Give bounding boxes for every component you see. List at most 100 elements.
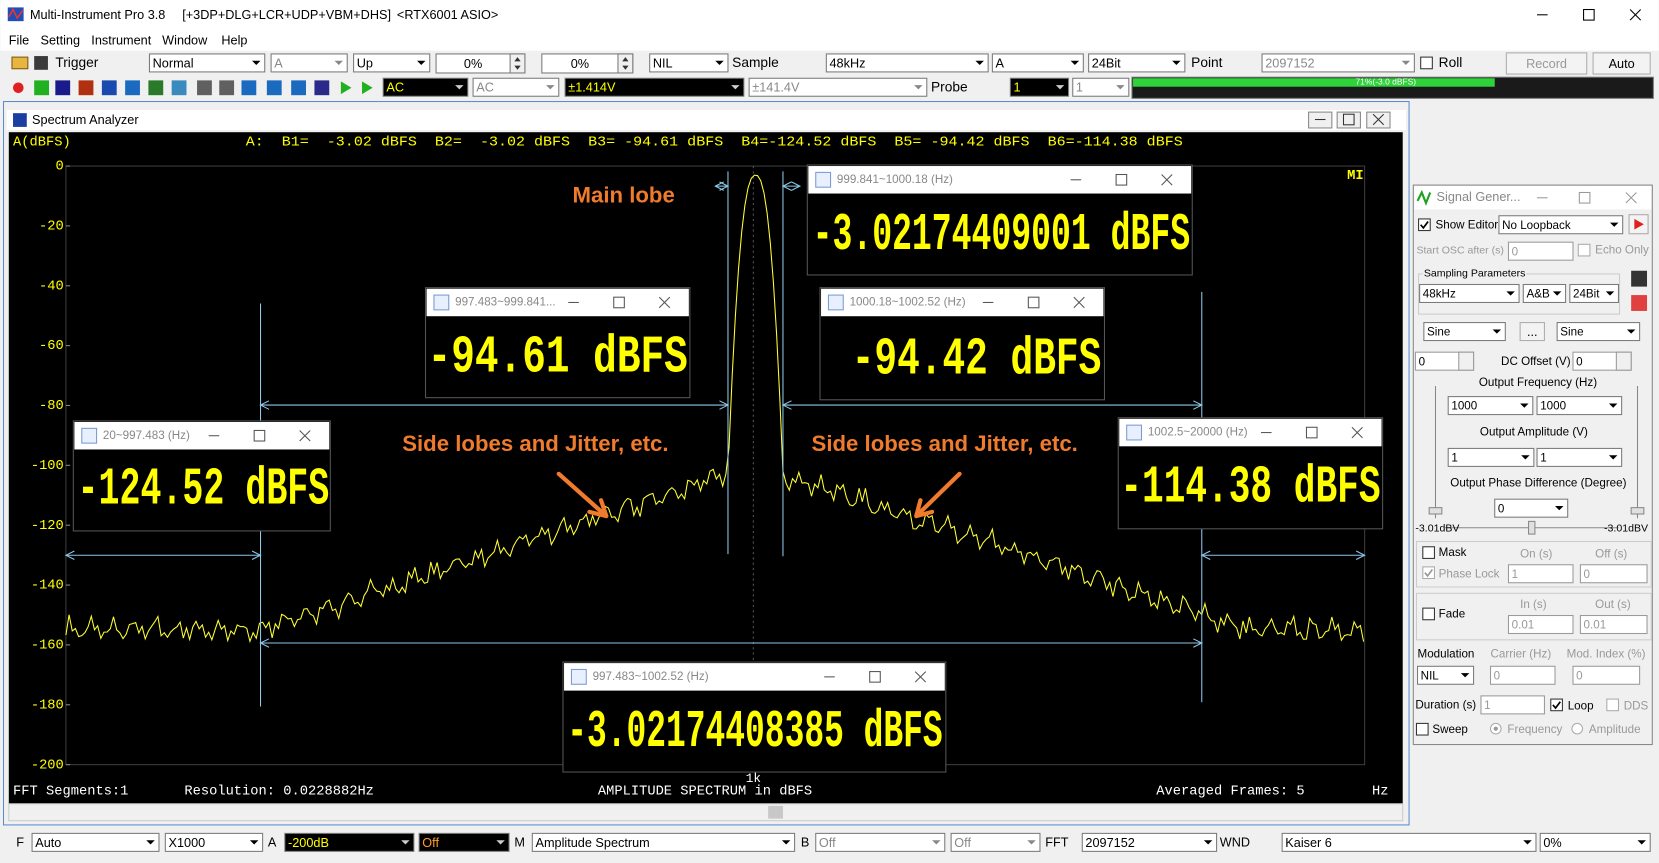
dropdown[interactable] [950, 832, 1041, 852]
close-button[interactable] [299, 430, 311, 442]
dropdown-value[interactable]: 1 [1451, 452, 1457, 465]
close-button[interactable] [914, 671, 927, 683]
dropdown[interactable] [353, 53, 431, 73]
dropdown[interactable] [1419, 283, 1520, 304]
dropdown-value[interactable]: Off [422, 836, 439, 850]
record-icon[interactable] [13, 82, 24, 94]
dropdown[interactable] [991, 53, 1084, 73]
play-icon[interactable] [340, 81, 352, 95]
slider-thumb[interactable] [1630, 507, 1645, 515]
dropdown-value[interactable]: Off [819, 836, 836, 850]
dropdown-value[interactable]: AC [386, 81, 404, 95]
dropdown[interactable] [748, 77, 928, 97]
checkbox[interactable] [1422, 607, 1435, 621]
checkbox[interactable] [1606, 698, 1619, 712]
button-label[interactable]: Auto [1609, 57, 1635, 71]
dropdown-value[interactable]: NIL [1421, 669, 1440, 682]
dropdown-value[interactable]: A [996, 56, 1005, 70]
dropdown[interactable] [1494, 498, 1569, 518]
text-input[interactable] [1507, 614, 1574, 635]
maximize-button[interactable] [1305, 426, 1318, 439]
dropdown[interactable] [382, 77, 469, 97]
dropdown-value[interactable]: 1000 [1540, 400, 1566, 413]
dropdown[interactable] [1261, 53, 1415, 73]
dropdown[interactable] [1423, 322, 1506, 342]
tool-icon[interactable] [266, 80, 282, 96]
dropdown[interactable] [1539, 832, 1651, 852]
dropdown-value[interactable]: No Loopback [1502, 219, 1571, 232]
text-input[interactable] [1572, 665, 1641, 685]
step-icon[interactable] [362, 81, 373, 95]
dropdown[interactable] [284, 832, 415, 852]
text-input[interactable] [1489, 665, 1556, 685]
tool-icon[interactable] [291, 80, 306, 96]
dropdown[interactable] [1556, 322, 1641, 342]
spin-button[interactable] [617, 53, 634, 74]
dropdown-value[interactable]: 1 [1076, 81, 1083, 95]
dropdown[interactable] [825, 53, 989, 73]
dropdown[interactable] [1088, 53, 1186, 73]
maximize-button[interactable] [1583, 8, 1595, 21]
dropdown-value[interactable]: 1 [1540, 452, 1546, 465]
slider-thumb[interactable] [1428, 507, 1443, 515]
dropdown[interactable] [31, 832, 160, 852]
input-value[interactable]: 0 [1576, 669, 1583, 682]
input-value[interactable]: 0 [1584, 568, 1591, 581]
checkbox[interactable] [1418, 218, 1431, 232]
dropdown-value[interactable]: X1000 [169, 836, 206, 850]
dropdown-value[interactable]: Up [357, 56, 373, 70]
close-button[interactable] [658, 296, 671, 309]
dropdown[interactable] [1447, 396, 1534, 416]
dropdown-value[interactable]: Kaiser 6 [1285, 836, 1332, 850]
input-value[interactable]: 0 [1494, 669, 1501, 682]
dropdown-value[interactable]: Amplitude Spectrum [535, 836, 649, 850]
text-input[interactable] [1507, 564, 1574, 584]
checkbox[interactable] [1420, 56, 1433, 70]
close-button[interactable] [1161, 174, 1173, 186]
tool-icon[interactable] [101, 80, 117, 96]
dropdown-value[interactable]: Sine [1427, 326, 1450, 339]
checkbox[interactable] [1415, 722, 1429, 736]
dropdown-value[interactable]: A&B [1526, 288, 1550, 301]
checkbox[interactable] [1422, 566, 1435, 580]
dropdown-value[interactable]: AC [476, 81, 494, 95]
maximize-button[interactable] [1578, 191, 1591, 204]
dropdown[interactable] [472, 77, 560, 97]
tool-icon[interactable] [125, 80, 140, 96]
tool-icon[interactable] [55, 80, 71, 96]
button-label[interactable]: ... [1527, 325, 1538, 339]
dropdown[interactable] [270, 53, 348, 73]
dropdown-value[interactable]: -200dB [288, 836, 329, 850]
maximize-button[interactable] [253, 429, 266, 442]
maximize-button[interactable] [613, 296, 625, 309]
spin-value[interactable]: 0% [464, 57, 482, 71]
close-button[interactable] [1629, 9, 1642, 21]
tool-icon[interactable] [219, 80, 235, 96]
tool-icon[interactable] [241, 80, 257, 96]
spin-value[interactable]: 0% [571, 57, 589, 71]
tool-icon[interactable] [314, 80, 330, 96]
dropdown[interactable] [1281, 832, 1537, 852]
input-value[interactable]: 0 [1419, 355, 1426, 368]
dropdown-value[interactable]: 24Bit [1573, 288, 1600, 301]
tool-icon[interactable] [171, 80, 187, 96]
input-value[interactable]: 0 [1512, 245, 1519, 258]
spin-button[interactable] [509, 53, 526, 74]
scrollbar[interactable] [8, 803, 1404, 822]
tool-icon[interactable] [78, 80, 94, 96]
dropdown-value[interactable]: Normal [153, 56, 194, 70]
spin-button[interactable] [1615, 351, 1632, 371]
slider-thumb[interactable] [1528, 520, 1536, 535]
menu-item[interactable]: Instrument [91, 34, 151, 48]
dropdown-value[interactable]: A [274, 56, 283, 70]
maximize-button[interactable] [869, 671, 881, 683]
tool-icon[interactable] [34, 80, 49, 96]
menu-item[interactable]: File [9, 34, 29, 48]
dropdown[interactable] [1536, 447, 1623, 467]
dropdown-value[interactable]: 2097152 [1085, 836, 1134, 850]
dropdown-value[interactable]: Auto [35, 836, 61, 850]
dropdown-value[interactable]: 24Bit [1092, 56, 1121, 70]
dropdown[interactable] [1536, 396, 1623, 416]
dropdown[interactable] [148, 53, 266, 73]
checkbox[interactable] [1422, 546, 1435, 559]
